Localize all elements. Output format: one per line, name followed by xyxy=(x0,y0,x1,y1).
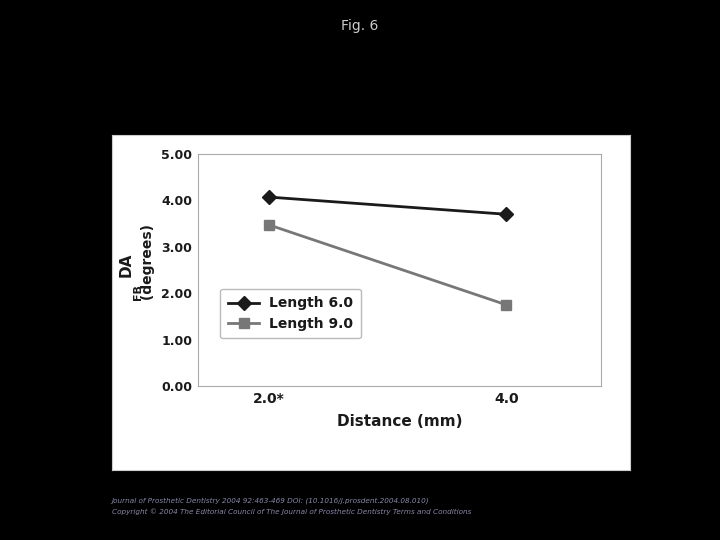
Length 6.0 xyxy=(265,194,274,200)
Text: Journal of Prosthetic Dentistry 2004 92:463-469 DOI: (10.1016/j.prosdent.2004.08: Journal of Prosthetic Dentistry 2004 92:… xyxy=(112,498,429,504)
Length 9.0 xyxy=(265,222,274,228)
Text: (degrees): (degrees) xyxy=(140,224,155,305)
X-axis label: Distance (mm): Distance (mm) xyxy=(337,414,462,429)
Line: Length 9.0: Length 9.0 xyxy=(264,220,511,310)
Text: Copyright © 2004 The Editorial Council of The Journal of Prosthetic Dentistry Te: Copyright © 2004 The Editorial Council o… xyxy=(112,509,471,515)
Text: DA: DA xyxy=(119,252,133,277)
Text: FB: FB xyxy=(132,284,143,300)
Length 6.0 xyxy=(502,211,510,218)
Length 9.0 xyxy=(502,301,510,308)
Line: Length 6.0: Length 6.0 xyxy=(264,192,511,219)
Legend: Length 6.0, Length 9.0: Length 6.0, Length 9.0 xyxy=(220,289,361,338)
Text: Fig. 6: Fig. 6 xyxy=(341,19,379,33)
